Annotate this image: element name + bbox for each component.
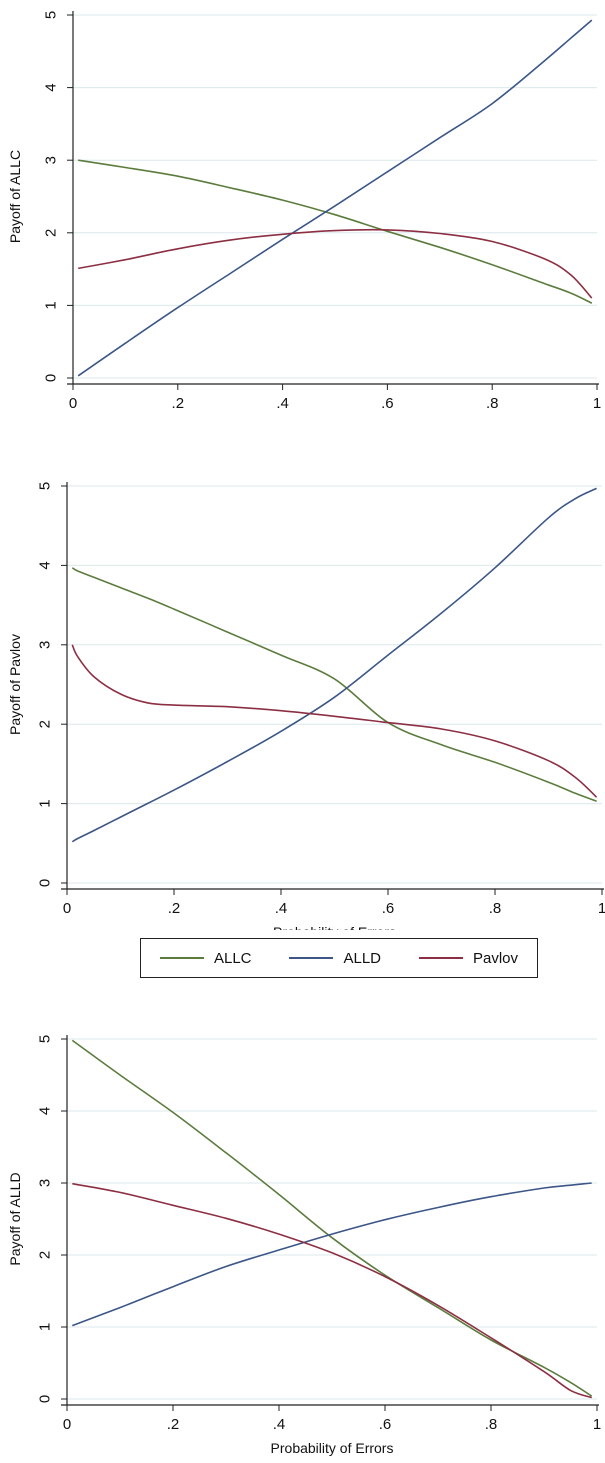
x-tick-label: .4 [275, 900, 288, 917]
y-tick-label: 5 [37, 482, 54, 490]
y-axis-title: Payoff of Pavlov [7, 634, 23, 735]
y-tick-label: 1 [37, 1323, 54, 1331]
y-tick-label: 1 [37, 799, 54, 807]
y-tick-label: 5 [37, 1035, 54, 1043]
legend-swatch-allc [159, 957, 204, 959]
y-tick-label: 1 [43, 301, 60, 309]
y-tick-label: 0 [43, 374, 60, 382]
series-line-pavlov [78, 228, 593, 299]
x-tick-label: .2 [168, 900, 181, 917]
y-tick-label: 3 [37, 1179, 54, 1187]
legend-label-allc: ALLC [213, 949, 252, 967]
y-tick-label: 5 [43, 11, 60, 19]
chart-svg: 0 1 2 3 4 5 0 .2 .4 .6 .8 1 Probability of Errors Pay… [7, 482, 605, 940]
x-tick-label: 1 [593, 395, 601, 412]
x-tick-label: .4 [276, 395, 289, 412]
legend-swatch-pavlov [418, 957, 463, 959]
x-tick-label: .6 [381, 395, 394, 412]
y-axis-title: Payoff of ALLD [7, 1172, 23, 1265]
x-tick-label: .8 [489, 900, 502, 917]
series-line-pavlov [72, 1182, 592, 1399]
y-tick-label: 3 [37, 641, 54, 649]
legend-item-pavlov: Pavlov [418, 949, 519, 967]
chart-svg: 0 1 2 3 4 5 0 .2 .4 .6 .8 1 Probability of Errors Pay… [7, 11, 601, 435]
series-line-alld [72, 1182, 592, 1327]
y-tick-label: 4 [37, 561, 54, 569]
x-tick-label: 1 [593, 1416, 601, 1433]
y-tick-label: 0 [37, 879, 54, 887]
legend-swatch-alld [289, 957, 334, 959]
chart-payoff-alld: 0 1 2 3 4 5 0 .2 .4 .6 .8 1 Probability of Errors Pay… [0, 1025, 605, 1458]
series-line-allc [78, 159, 593, 304]
x-tick-label: 0 [69, 395, 77, 412]
legend-item-alld: ALLD [289, 950, 381, 967]
legend-item-allc: ALLC [159, 949, 252, 967]
y-axis-title: Payoff of ALLC [7, 150, 23, 243]
y-tick-label: 2 [43, 229, 60, 237]
series-line-allc [71, 1039, 593, 1397]
chart-payoff-pavlov: 0 1 2 3 4 5 0 .2 .4 .6 .8 1 Probability of Errors Pay… [0, 470, 605, 940]
x-axis-title: Probability of Errors [273, 924, 396, 930]
series-line-alld [71, 487, 597, 843]
y-tick-label: 2 [37, 1251, 54, 1259]
y-tick-label: 0 [37, 1395, 54, 1403]
legend-label-pavlov: Pavlov [472, 949, 519, 967]
chart-payoff-allc: 0 1 2 3 4 5 0 .2 .4 .6 .8 1 Probability of Errors Pay… [0, 0, 605, 435]
chart-svg: 0 1 2 3 4 5 0 .2 .4 .6 .8 1 Probability of Errors Pay… [7, 1035, 601, 1456]
x-tick-label: 0 [63, 1416, 71, 1433]
legend: ALLC ALLD Pavlov [140, 938, 538, 978]
x-tick-label: .8 [486, 395, 499, 412]
x-tick-label: 1 [598, 900, 605, 917]
legend-label-alld: ALLD [343, 949, 382, 967]
x-tick-label: .2 [167, 1416, 180, 1433]
x-tick-label: .6 [379, 1416, 392, 1433]
series-line-alld [77, 19, 593, 377]
x-tick-label: 0 [63, 900, 71, 917]
x-tick-label: .4 [273, 1416, 286, 1433]
x-tick-label: .6 [382, 900, 395, 917]
series-line-allc [71, 567, 597, 802]
x-tick-label: .8 [485, 1416, 498, 1433]
x-axis-title: Probability of Errors [274, 419, 397, 420]
y-tick-label: 4 [37, 1107, 54, 1115]
y-tick-label: 3 [43, 156, 60, 164]
series-line-pavlov [71, 644, 598, 798]
y-tick-label: 2 [37, 720, 54, 728]
x-axis-title: Probability of Errors [271, 1440, 394, 1456]
x-tick-label: .2 [172, 395, 185, 412]
y-tick-label: 4 [43, 83, 60, 91]
